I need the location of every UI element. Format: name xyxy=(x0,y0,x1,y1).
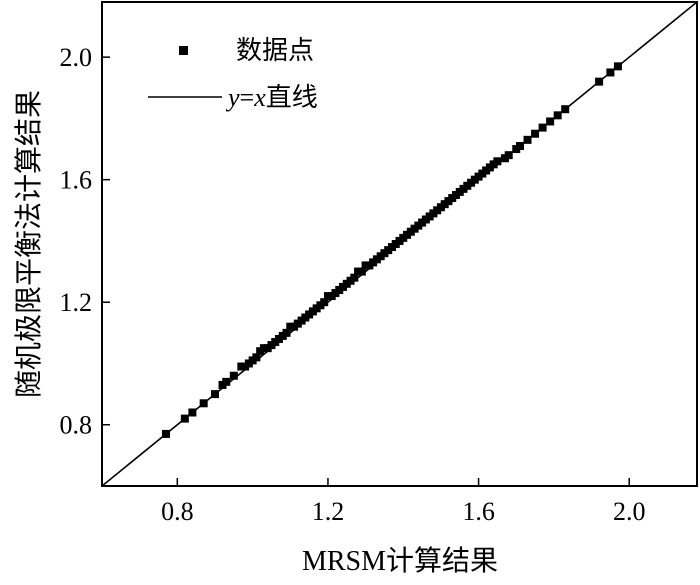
legend-var-x: x xyxy=(253,83,266,112)
legend-var-y: y xyxy=(225,83,240,112)
legend-label-points: 数据点 xyxy=(236,36,314,65)
legend-line-text: 直线 xyxy=(266,83,318,112)
data-point xyxy=(229,371,238,380)
y-axis-ticks: 0.8 1.2 1.6 2.0 xyxy=(60,43,110,440)
data-point xyxy=(546,117,555,126)
data-point xyxy=(561,105,570,114)
data-point xyxy=(613,62,622,71)
y-tick-label: 2.0 xyxy=(60,43,93,72)
y-tick-label: 1.2 xyxy=(60,288,93,317)
y-tick-label: 0.8 xyxy=(60,411,93,440)
data-point xyxy=(180,414,189,423)
data-point xyxy=(199,399,208,408)
data-point xyxy=(504,151,513,160)
data-point xyxy=(553,111,562,120)
x-axis-title: MRSM计算结果 xyxy=(302,545,498,577)
data-point xyxy=(516,141,525,150)
data-point xyxy=(282,328,291,337)
legend: 数据点 y=x直线 xyxy=(148,36,318,112)
data-point xyxy=(606,68,615,77)
x-tick-label: 0.8 xyxy=(161,497,194,526)
legend-label-line: y=x直线 xyxy=(225,83,318,112)
data-point xyxy=(222,377,231,386)
legend-marker-square xyxy=(179,46,188,55)
y-tick-label: 1.6 xyxy=(60,166,93,195)
data-point xyxy=(493,157,502,166)
data-point xyxy=(252,353,261,362)
plot-frame xyxy=(101,1,698,487)
data-point xyxy=(531,129,540,138)
data-point xyxy=(357,267,366,276)
data-point xyxy=(523,135,532,144)
data-points xyxy=(162,62,622,438)
x-axis-ticks: 0.8 1.2 1.6 2.0 xyxy=(161,478,645,526)
x-tick-label: 1.2 xyxy=(312,497,345,526)
data-point xyxy=(210,390,219,399)
data-point xyxy=(538,123,547,132)
x-tick-label: 2.0 xyxy=(613,497,646,526)
legend-eq: = xyxy=(240,83,255,112)
data-point xyxy=(188,408,197,417)
y-axis-title: 随机极限平衡法计算结果 xyxy=(13,90,45,398)
x-tick-label: 1.6 xyxy=(462,497,495,526)
data-point xyxy=(162,429,171,438)
data-point xyxy=(595,77,604,86)
data-point xyxy=(350,273,359,282)
data-point xyxy=(320,298,329,307)
